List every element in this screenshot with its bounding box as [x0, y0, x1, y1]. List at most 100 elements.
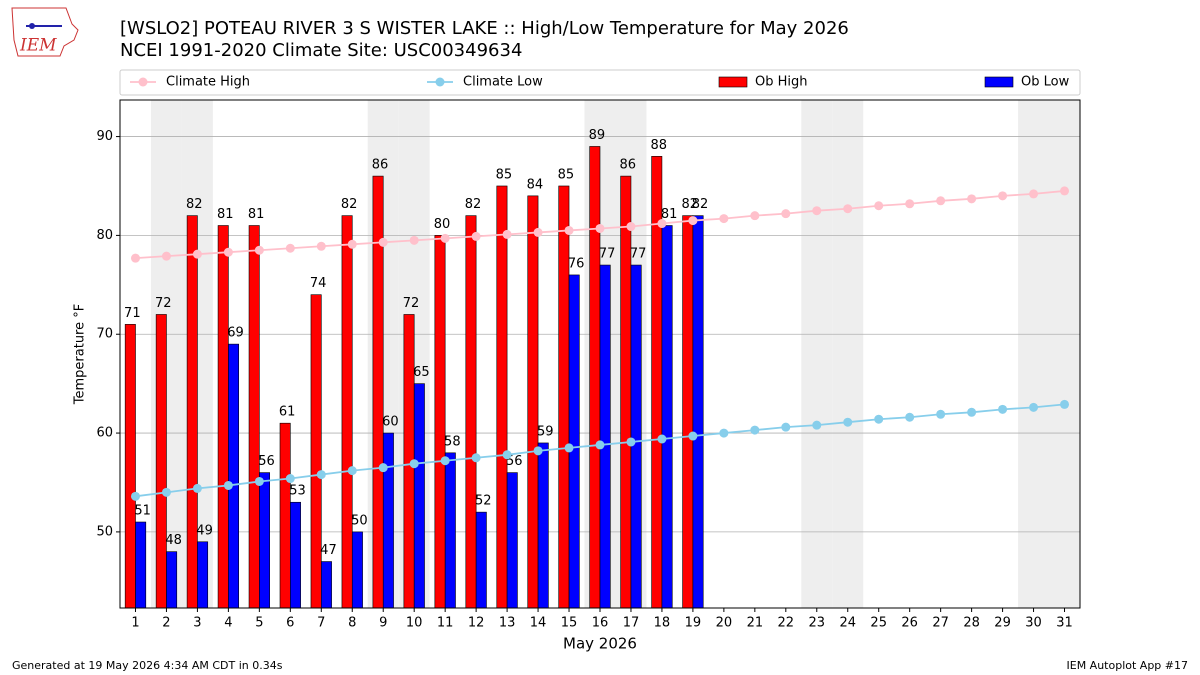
data-label: 82 [681, 197, 698, 212]
data-label: 48 [165, 533, 182, 548]
x-tick-label: 11 [437, 616, 454, 631]
x-tick-label: 26 [901, 616, 918, 631]
x-tick-label: 15 [561, 616, 578, 631]
logo-text: IEM [19, 36, 57, 56]
x-tick-label: 20 [716, 616, 733, 631]
x-tick-label: 4 [224, 616, 232, 631]
bar [259, 472, 270, 609]
data-label: 81 [661, 207, 678, 222]
point [719, 214, 729, 224]
bar [630, 264, 642, 609]
x-tick-label: 9 [379, 616, 387, 631]
legend-swatch [718, 76, 748, 88]
y-tick-label: 60 [96, 426, 113, 441]
bar [599, 264, 611, 609]
point [223, 247, 233, 257]
data-label: 61 [279, 405, 296, 420]
point [998, 191, 1008, 201]
data-label: 81 [217, 207, 234, 222]
x-tick-label: 19 [685, 616, 702, 631]
data-label: 72 [155, 296, 172, 311]
bar [434, 235, 446, 609]
point [378, 237, 388, 247]
point [626, 222, 636, 232]
weekend-shade [801, 100, 833, 608]
data-label: 58 [444, 434, 461, 449]
x-tick-label: 3 [193, 616, 201, 631]
bar [620, 175, 632, 609]
data-label: 82 [186, 197, 203, 212]
bar [661, 225, 673, 609]
point [595, 440, 605, 450]
point [285, 243, 295, 253]
point [502, 450, 512, 460]
x-tick-label: 10 [406, 616, 423, 631]
bar [589, 146, 601, 609]
x-tick-label: 24 [839, 616, 856, 631]
point [657, 434, 667, 444]
data-label: 82 [341, 197, 358, 212]
point [285, 474, 295, 484]
data-label: 53 [289, 484, 306, 499]
bar [310, 294, 322, 609]
legend-label: Ob Low [1021, 75, 1070, 90]
point [254, 476, 264, 486]
x-tick-label: 8 [348, 616, 356, 631]
x-tick-label: 1 [131, 616, 139, 631]
legend-label: Climate High [166, 75, 250, 90]
point [502, 229, 512, 239]
data-label: 85 [496, 167, 513, 182]
point [595, 223, 605, 233]
point [316, 241, 326, 251]
point [1060, 186, 1070, 196]
footer-right: IEM Autoplot App #17 [1067, 659, 1189, 672]
point [874, 201, 884, 211]
data-label: 85 [558, 167, 575, 182]
y-tick-label: 50 [96, 524, 113, 539]
chart-title: [WSLO2] POTEAU RIVER 3 S WISTER LAKE :: … [120, 18, 849, 39]
legend-marker [138, 77, 148, 87]
data-label: 86 [372, 158, 389, 173]
point [440, 456, 450, 466]
point [471, 453, 481, 463]
bar [692, 215, 704, 609]
x-tick-label: 14 [530, 616, 547, 631]
data-label: 51 [134, 504, 151, 519]
bar [320, 561, 332, 609]
point [905, 412, 915, 422]
point [657, 219, 667, 229]
point [967, 194, 977, 204]
point [161, 251, 171, 261]
x-tick-label: 21 [747, 616, 764, 631]
point [812, 206, 822, 216]
bar [351, 531, 363, 609]
data-label: 50 [351, 513, 368, 528]
x-tick-label: 27 [932, 616, 949, 631]
legend-marker [435, 77, 445, 87]
bar [290, 501, 301, 609]
data-label: 81 [248, 207, 265, 222]
point [347, 239, 357, 249]
data-label: 84 [527, 177, 544, 192]
data-label: 65 [413, 365, 430, 380]
weekend-shade [1049, 100, 1080, 608]
point [1029, 189, 1039, 199]
x-tick-label: 6 [286, 616, 294, 631]
bar [228, 343, 240, 609]
x-tick-label: 30 [1025, 616, 1042, 631]
x-tick-label: 13 [499, 616, 516, 631]
bar [558, 185, 570, 609]
point [688, 216, 698, 226]
bar [341, 215, 353, 609]
footer-left: Generated at 19 May 2026 4:34 AM CDT in … [12, 659, 283, 672]
point [564, 225, 574, 235]
legend-swatch [984, 76, 1014, 88]
bar [248, 225, 260, 609]
y-tick-label: 70 [96, 327, 113, 342]
point [223, 480, 233, 490]
point [812, 420, 822, 430]
data-label: 52 [475, 494, 492, 509]
data-label: 77 [630, 247, 647, 262]
plot-frame [119, 99, 1081, 609]
bar [155, 314, 167, 609]
